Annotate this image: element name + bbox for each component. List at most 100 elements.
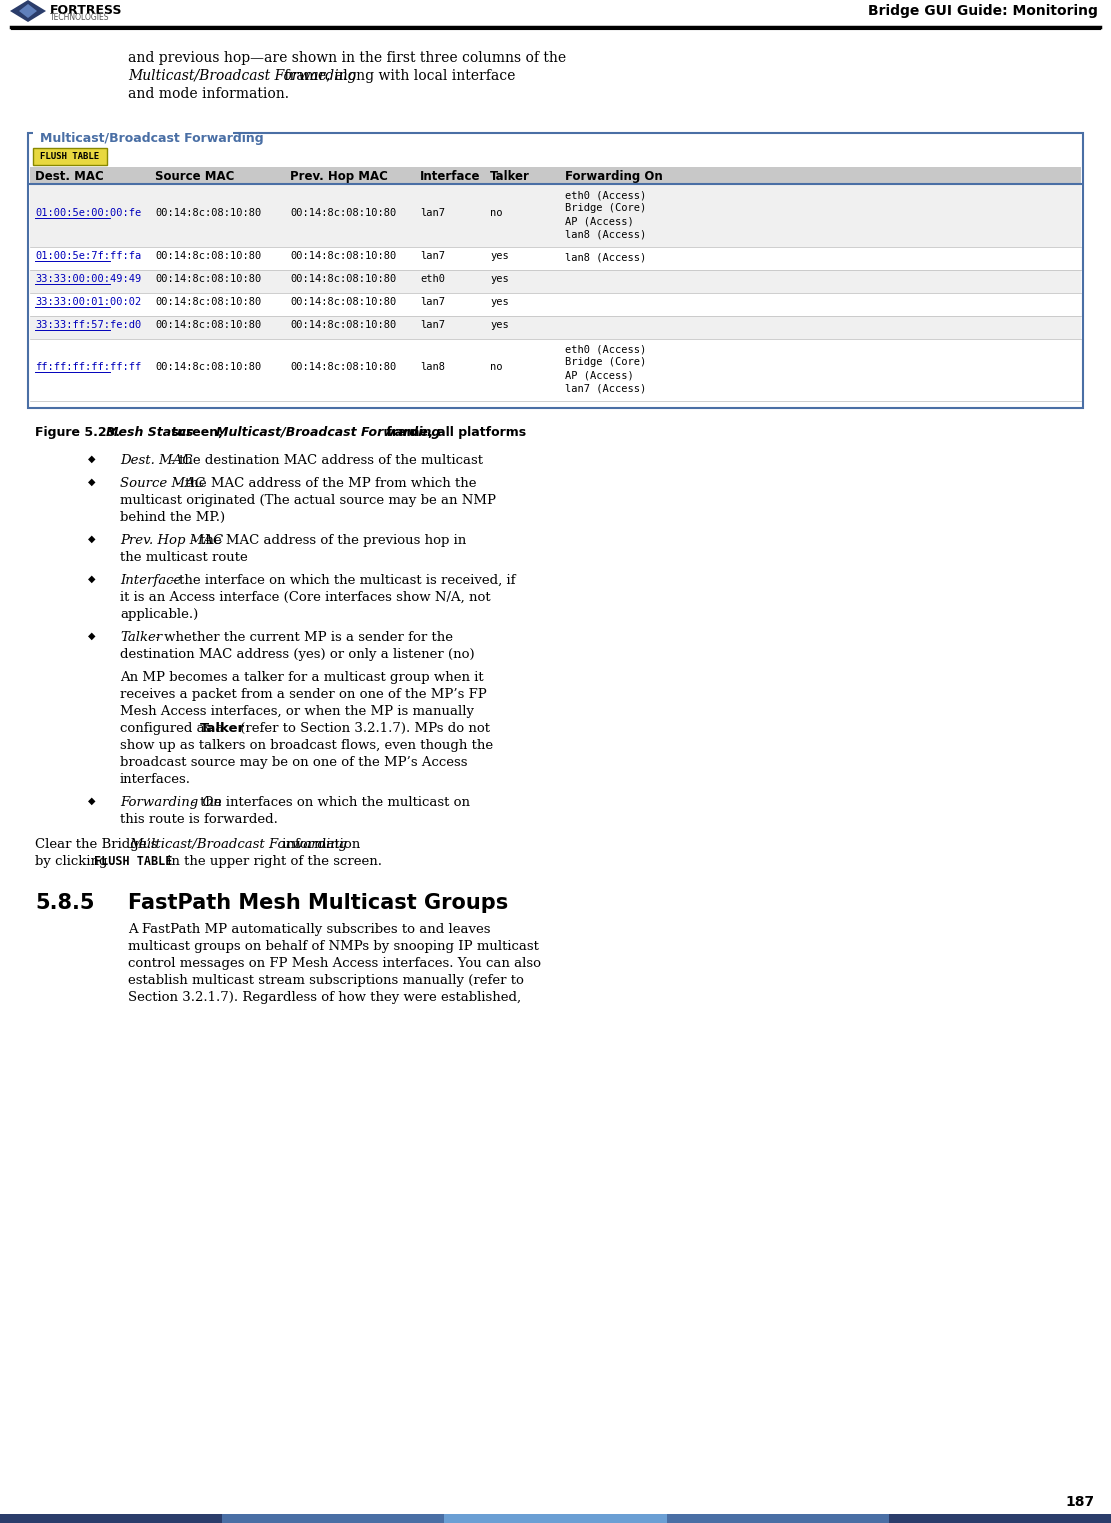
Bar [444,1514,667,1523]
Text: applicable.): applicable.) [120,608,198,621]
Text: 00:14:8c:08:10:80: 00:14:8c:08:10:80 [290,209,397,218]
Text: 00:14:8c:08:10:80: 00:14:8c:08:10:80 [290,362,397,372]
Bar [30,270,1081,292]
Text: Source MAC: Source MAC [156,171,234,183]
Text: TECHNOLOGIES: TECHNOLOGIES [50,14,110,21]
Text: frame, all platforms: frame, all platforms [381,426,526,439]
Text: the multicast route: the multicast route [120,551,248,564]
Text: screen,: screen, [167,426,229,439]
Text: lan7 (Access): lan7 (Access) [565,382,647,393]
Text: Section 3.2.1.7). Regardless of how they were established,: Section 3.2.1.7). Regardless of how they… [128,991,521,1004]
Text: AP (Access): AP (Access) [565,216,633,225]
Text: Clear the Bridge’s: Clear the Bridge’s [36,838,162,851]
Text: 01:00:5e:00:00:fe: 01:00:5e:00:00:fe [36,209,141,218]
Bar [667,1514,889,1523]
Text: 00:14:8c:08:10:80: 00:14:8c:08:10:80 [290,250,397,260]
Text: control messages on FP Mesh Access interfaces. You can also: control messages on FP Mesh Access inter… [128,956,541,970]
Text: Talker: Talker [200,722,246,736]
Text: - the MAC address of the previous hop in: - the MAC address of the previous hop in [187,535,467,547]
Text: eth0 (Access): eth0 (Access) [565,344,647,353]
Text: in the upper right of the screen.: in the upper right of the screen. [162,854,381,868]
Text: ◆: ◆ [88,631,96,641]
Text: ◆: ◆ [88,574,96,583]
Text: - the interface on which the multicast is received, if: - the interface on which the multicast i… [167,574,516,586]
Text: AP (Access): AP (Access) [565,370,633,381]
Text: Source MAC: Source MAC [120,477,204,490]
Bar [30,247,1081,270]
Text: FastPath Mesh Multicast Groups: FastPath Mesh Multicast Groups [128,892,508,912]
Text: 00:14:8c:08:10:80: 00:14:8c:08:10:80 [156,297,261,306]
Text: FORTRESS: FORTRESS [50,5,122,17]
Text: this route is forwarded.: this route is forwarded. [120,813,278,825]
Bar [33,125,233,142]
Bar [222,1514,444,1523]
Bar [30,184,1081,247]
Text: - the MAC address of the MP from which the: - the MAC address of the MP from which t… [171,477,476,490]
Polygon shape [10,0,46,21]
FancyBboxPatch shape [28,133,1083,408]
Text: ff:ff:ff:ff:ff:ff: ff:ff:ff:ff:ff:ff [36,362,141,372]
Text: destination MAC address (yes) or only a listener (no): destination MAC address (yes) or only a … [120,647,474,661]
Bar [0,1514,222,1523]
Bar [30,292,1081,315]
Text: ◆: ◆ [88,797,96,806]
Text: 00:14:8c:08:10:80: 00:14:8c:08:10:80 [156,209,261,218]
Text: multicast groups on behalf of NMPs by snooping IP multicast: multicast groups on behalf of NMPs by sn… [128,940,539,953]
Text: Bridge (Core): Bridge (Core) [565,203,647,213]
Text: Talker: Talker [120,631,162,644]
Text: yes: yes [490,320,509,329]
Text: Dest. MAC: Dest. MAC [36,171,103,183]
Text: Interface: Interface [420,171,480,183]
Text: FLUSH TABLE: FLUSH TABLE [94,854,173,868]
Text: Prev. Hop MAC: Prev. Hop MAC [290,171,388,183]
Text: 33:33:00:01:00:02: 33:33:00:01:00:02 [36,297,141,306]
Text: lan8 (Access): lan8 (Access) [565,251,647,262]
Text: behind the MP.): behind the MP.) [120,512,226,524]
Text: - the destination MAC address of the multicast: - the destination MAC address of the mul… [167,454,483,468]
Text: A FastPath MP automatically subscribes to and leaves: A FastPath MP automatically subscribes t… [128,923,490,937]
Text: - whether the current MP is a sender for the: - whether the current MP is a sender for… [151,631,453,644]
Text: 33:33:ff:57:fe:d0: 33:33:ff:57:fe:d0 [36,320,141,329]
Text: (refer to Section 3.2.1.7). MPs do not: (refer to Section 3.2.1.7). MPs do not [236,722,490,736]
Text: establish multicast stream subscriptions manually (refer to: establish multicast stream subscriptions… [128,975,524,987]
Text: ◆: ◆ [88,477,96,487]
Bar [30,340,1081,401]
Text: 33:33:00:00:49:49: 33:33:00:00:49:49 [36,274,141,283]
Text: 00:14:8c:08:10:80: 00:14:8c:08:10:80 [290,274,397,283]
Text: configured as a: configured as a [120,722,228,736]
Text: Multicast/Broadcast Forwarding: Multicast/Broadcast Forwarding [40,133,263,145]
Text: Multicast/Broadcast Forwarding: Multicast/Broadcast Forwarding [129,838,348,851]
Text: Mesh Access interfaces, or when the MP is manually: Mesh Access interfaces, or when the MP i… [120,705,474,717]
Text: yes: yes [490,250,509,260]
Text: Talker: Talker [490,171,530,183]
Text: FLUSH TABLE: FLUSH TABLE [40,152,100,161]
Text: Bridge (Core): Bridge (Core) [565,356,647,367]
Text: 00:14:8c:08:10:80: 00:14:8c:08:10:80 [290,320,397,329]
Text: Forwarding On: Forwarding On [565,171,663,183]
Text: eth0 (Access): eth0 (Access) [565,190,647,200]
Text: Dest. MAC: Dest. MAC [120,454,192,468]
Text: ◆: ◆ [88,454,96,465]
Text: - the interfaces on which the multicast on: - the interfaces on which the multicast … [187,797,470,809]
Bar [30,168,1081,184]
Text: An MP becomes a talker for a multicast group when it: An MP becomes a talker for a multicast g… [120,672,483,684]
Text: it is an Access interface (Core interfaces show N/A, not: it is an Access interface (Core interfac… [120,591,491,605]
Text: Forwarding On: Forwarding On [120,797,222,809]
Text: 00:14:8c:08:10:80: 00:14:8c:08:10:80 [156,362,261,372]
Text: 187: 187 [1065,1496,1095,1509]
Text: lan7: lan7 [420,297,446,306]
Text: lan7: lan7 [420,320,446,329]
Text: Mesh Status: Mesh Status [107,426,194,439]
Bar [30,315,1081,340]
Text: Bridge GUI Guide: Monitoring: Bridge GUI Guide: Monitoring [868,5,1098,18]
Text: ◆: ◆ [88,535,96,544]
Text: 00:14:8c:08:10:80: 00:14:8c:08:10:80 [290,297,397,306]
Text: Prev. Hop MAC: Prev. Hop MAC [120,535,223,547]
Text: information: information [278,838,360,851]
Text: Multicast/Broadcast Forwarding: Multicast/Broadcast Forwarding [217,426,441,439]
Text: 5.8.5: 5.8.5 [36,892,94,912]
Text: 01:00:5e:7f:ff:fa: 01:00:5e:7f:ff:fa [36,250,141,260]
Text: show up as talkers on broadcast flows, even though the: show up as talkers on broadcast flows, e… [120,739,493,752]
Text: and previous hop—are shown in the first three columns of the: and previous hop—are shown in the first … [128,50,567,65]
Text: broadcast source may be on one of the MP’s Access: broadcast source may be on one of the MP… [120,755,468,769]
